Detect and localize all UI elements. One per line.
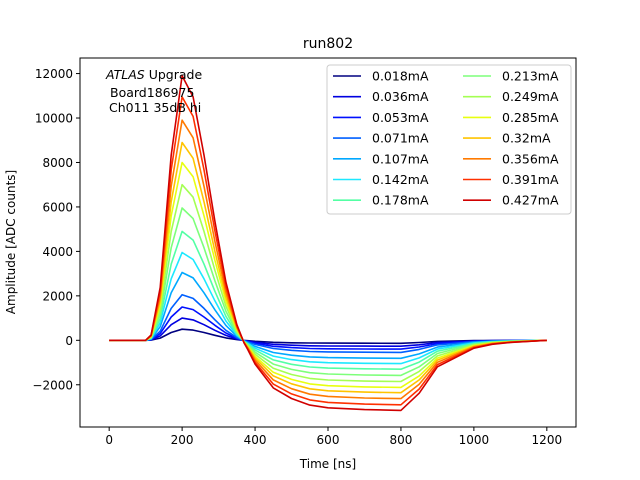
legend-label: 0.391mA (502, 172, 559, 187)
y-tick-label: −2000 (32, 378, 73, 392)
legend: 0.018mA 0.036mA 0.053mA 0.071mA 0.107mA 0.142… (326, 64, 572, 215)
legend-label: 0.32mA (502, 131, 551, 146)
y-tick-label: 0 (65, 334, 73, 348)
svg-text:ATLAS Upgrade: ATLAS Upgrade (105, 67, 202, 82)
y-tick-label: 10000 (35, 112, 73, 126)
y-tick-label: 12000 (35, 67, 73, 81)
legend-label: 0.018mA (372, 69, 429, 84)
y-tick-label: 4000 (42, 245, 73, 259)
series-line-6 (109, 230, 547, 371)
legend-label: 0.213mA (502, 69, 559, 84)
y-tick-label: 8000 (42, 156, 73, 170)
series-line-5 (109, 251, 547, 365)
x-tick-label: 800 (389, 433, 412, 447)
plot-lines (109, 75, 547, 412)
series-line-13 (109, 75, 547, 412)
annotation-upgrade: Upgrade (145, 67, 203, 82)
legend-label: 0.356mA (502, 151, 559, 166)
x-tick-label: 1000 (459, 433, 490, 447)
series-line-3 (109, 293, 547, 354)
x-tick-label: 200 (171, 433, 194, 447)
series-line-7 (109, 207, 547, 377)
legend-label: 0.285mA (502, 110, 559, 125)
x-tick-label: 600 (317, 433, 340, 447)
series-line-4 (109, 271, 547, 360)
annotation-board: Board186975 (110, 85, 194, 100)
x-axis: 0 200 400 600 800 1000 1200 (105, 427, 562, 447)
legend-label: 0.249mA (502, 89, 559, 104)
x-axis-label: Time [ns] (299, 457, 356, 471)
y-axis: −2000 0 2000 4000 6000 8000 10000 12000 (32, 67, 80, 392)
legend-label: 0.071mA (372, 131, 429, 146)
legend-label: 0.107mA (372, 151, 429, 166)
y-axis-label: Amplitude [ADC counts] (4, 170, 18, 314)
x-tick-label: 0 (105, 433, 113, 447)
legend-label: 0.178mA (372, 193, 429, 208)
legend-label: 0.053mA (372, 110, 429, 125)
annotation-atlas: ATLAS (105, 67, 145, 82)
x-tick-label: 400 (244, 433, 267, 447)
chart-title: run802 (303, 36, 353, 52)
annotation-channel: Ch011 35dB hi (109, 100, 201, 115)
series-line-8 (109, 183, 547, 383)
y-tick-label: 2000 (42, 289, 73, 303)
y-tick-label: 6000 (42, 200, 73, 214)
x-tick-label: 1200 (532, 433, 563, 447)
legend-label: 0.142mA (372, 172, 429, 187)
atlas-annotation: ATLAS Upgrade Board186975 Ch011 35dB hi (105, 67, 202, 115)
legend-box (326, 64, 572, 215)
legend-label: 0.036mA (372, 89, 429, 104)
legend-label: 0.427mA (502, 193, 559, 208)
